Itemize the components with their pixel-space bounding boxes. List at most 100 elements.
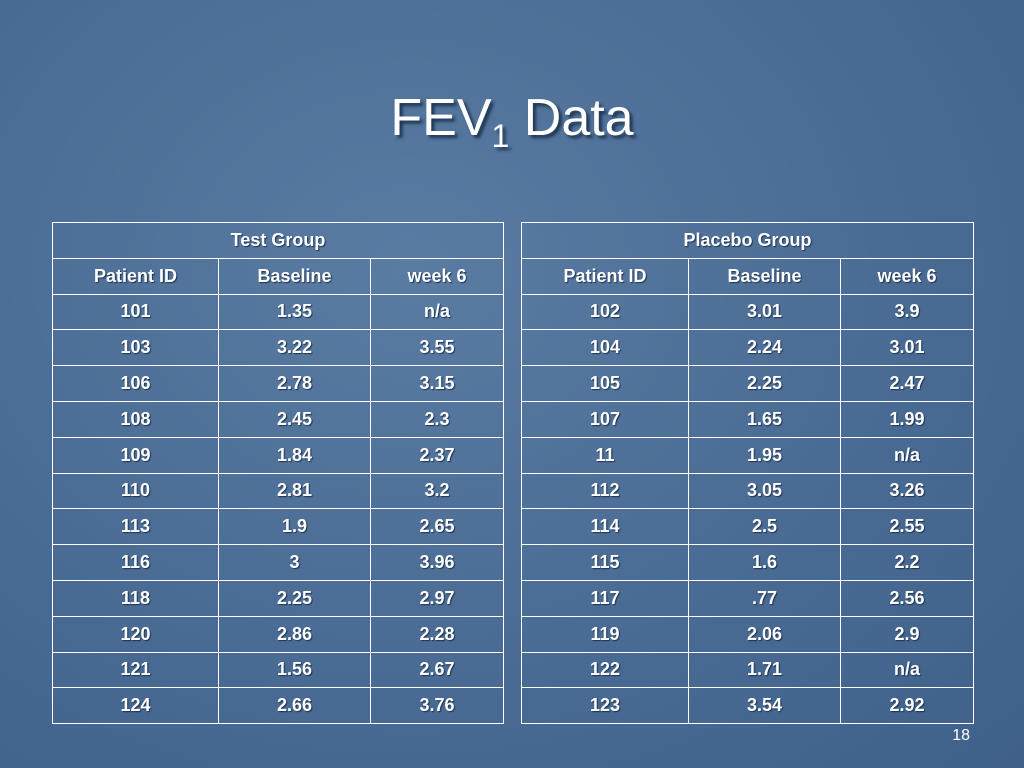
cell: 2.92	[839, 687, 975, 725]
cell: 2.5	[688, 508, 841, 546]
cell: 2.55	[839, 508, 975, 546]
cell: 2.25	[218, 579, 371, 617]
cell: 2.56	[839, 579, 975, 617]
cell: 121	[52, 651, 219, 689]
cell: 3.76	[370, 687, 504, 725]
cell: 1.65	[688, 400, 841, 438]
group-row: Test Group	[52, 222, 504, 259]
cell: 3.2	[370, 472, 504, 510]
header-cell: Baseline	[218, 257, 371, 295]
data-row: 123 3.54 2.92	[521, 687, 975, 725]
cell: 115	[521, 544, 689, 581]
cell: 109	[52, 436, 219, 474]
cell: 2.86	[218, 615, 371, 653]
cell: 3.9	[839, 293, 975, 331]
data-row: 124 2.66 3.76	[52, 687, 504, 725]
cell: 2.47	[839, 365, 975, 402]
cell: 1.99	[839, 400, 975, 438]
data-row: 110 2.81 3.2	[52, 472, 504, 510]
data-row: 116 3 3.96	[52, 544, 504, 581]
cell: 2.28	[370, 615, 504, 653]
cell: 1.35	[218, 293, 371, 331]
cell: 2.24	[688, 329, 841, 367]
data-row: 115 1.6 2.2	[521, 544, 975, 581]
data-row: 11 1.95 n/a	[521, 436, 975, 474]
data-row: 104 2.24 3.01	[521, 329, 975, 367]
cell: 104	[521, 329, 689, 367]
cell: 2.67	[370, 651, 504, 689]
cell: 114	[521, 508, 689, 546]
cell: 2.78	[218, 365, 371, 402]
data-row: 113 1.9 2.65	[52, 508, 504, 546]
data-row: 107 1.65 1.99	[521, 400, 975, 438]
cell: 1.71	[688, 651, 841, 689]
cell: 3	[218, 544, 371, 581]
cell: 113	[52, 508, 219, 546]
cell: 1.9	[218, 508, 371, 546]
cell: 2.25	[688, 365, 841, 402]
cell: 117	[521, 579, 689, 617]
header-row: Patient ID Baseline week 6	[521, 257, 975, 295]
cell: 2.65	[370, 508, 504, 546]
data-row: 112 3.05 3.26	[521, 472, 975, 510]
title-main: FEV	[390, 89, 492, 147]
header-cell: Patient ID	[521, 257, 689, 295]
cell: 2.37	[370, 436, 504, 474]
cell: 119	[521, 615, 689, 653]
group-title: Test Group	[52, 222, 504, 259]
test-group-table: Test Group Patient ID Baseline week 6 101 1.3…	[52, 222, 504, 725]
header-cell: week 6	[370, 257, 504, 295]
cell: 3.22	[218, 329, 371, 367]
cell: 103	[52, 329, 219, 367]
cell: 2.66	[218, 687, 371, 725]
cell: n/a	[839, 651, 975, 689]
cell: 2.3	[370, 400, 504, 438]
cell: n/a	[370, 293, 504, 331]
cell: 2.97	[370, 579, 504, 617]
cell: 3.15	[370, 365, 504, 402]
cell: 3.05	[688, 472, 841, 510]
title-subscript: 1	[491, 118, 510, 154]
cell: 106	[52, 365, 219, 402]
cell: 2.06	[688, 615, 841, 653]
title-rest: Data	[523, 89, 634, 147]
group-row: Placebo Group	[520, 222, 975, 259]
cell: 2.81	[218, 472, 371, 510]
placebo-group-table: Placebo Group Patient ID Baseline week 6 102…	[520, 222, 975, 725]
cell: 3.54	[688, 687, 841, 725]
cell: n/a	[839, 436, 975, 474]
cell: 124	[52, 687, 219, 725]
cell: 118	[52, 579, 219, 617]
data-row: 117.77 2.56	[521, 579, 975, 617]
cell: 1.56	[218, 651, 371, 689]
cell: 2.2	[839, 544, 975, 581]
cell: 3.26	[839, 472, 975, 510]
data-row: 108 2.45 2.3	[52, 400, 504, 438]
cell: 105	[521, 365, 689, 402]
header-cell: Patient ID	[52, 257, 219, 295]
cell: .77	[688, 579, 841, 617]
data-row: 121 1.56 2.67	[52, 651, 504, 689]
cell: 110	[52, 472, 219, 510]
cell: 120	[52, 615, 219, 653]
data-row: 109 1.84 2.37	[52, 436, 504, 474]
data-row: 106 2.78 3.15	[52, 365, 504, 402]
data-row: 120 2.86 2.28	[52, 615, 504, 653]
header-row: Patient ID Baseline week 6	[52, 257, 504, 295]
cell: 122	[521, 651, 689, 689]
data-row: 114 2.5 2.55	[521, 508, 975, 546]
cell: 3.01	[688, 293, 841, 331]
cell: 11	[521, 436, 689, 474]
cell: 116	[52, 544, 219, 581]
cell: 3.96	[370, 544, 504, 581]
group-title: Placebo Group	[520, 222, 975, 259]
cell: 108	[52, 400, 219, 438]
cell: 1.95	[688, 436, 841, 474]
data-row: 122 1.71 n/a	[521, 651, 975, 689]
data-row: 101 1.35 n/a	[52, 293, 504, 331]
data-row: 119 2.06 2.9	[521, 615, 975, 653]
cell: 107	[521, 400, 689, 438]
data-row: 103 3.22 3.55	[52, 329, 504, 367]
data-row: 118 2.25 2.97	[52, 579, 504, 617]
